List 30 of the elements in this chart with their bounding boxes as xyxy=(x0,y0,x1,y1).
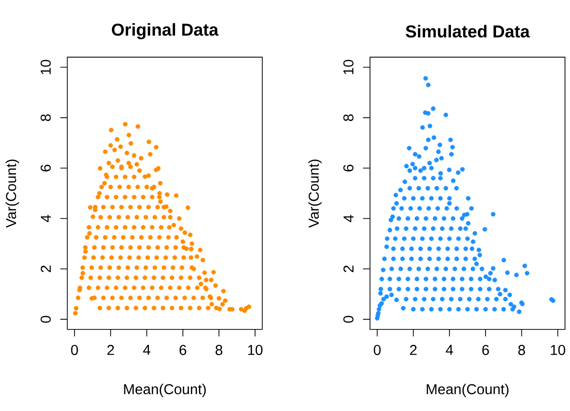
chart-title: Original Data xyxy=(112,23,219,40)
x-tick-label: 8 xyxy=(216,344,222,356)
y-tick-label: 0 xyxy=(343,316,354,323)
x-axis-title: Mean(Count) xyxy=(426,384,508,398)
x-tick-label: 8 xyxy=(518,344,526,356)
y-tick-label: 6 xyxy=(343,164,354,172)
y-tick-label: 10 xyxy=(343,60,354,74)
y-tick-label: 2 xyxy=(343,266,354,272)
y-tick-label: 4 xyxy=(40,214,51,222)
x-tick-label: 4 xyxy=(446,344,454,355)
y-tick-label: 4 xyxy=(344,214,354,222)
x-tick-label: 6 xyxy=(482,344,489,356)
x-tick-label: 0 xyxy=(374,344,381,356)
x-tick-label: 0 xyxy=(71,344,78,356)
y-tick-label: 8 xyxy=(343,114,354,122)
x-tick-label: 2 xyxy=(107,344,114,355)
y-tick-label: 6 xyxy=(40,164,51,172)
y-axis-title: Var(Count) xyxy=(6,160,19,228)
x-tick-label: 10 xyxy=(550,344,566,356)
x-tick-label: 2 xyxy=(410,344,417,355)
y-tick-label: 0 xyxy=(40,316,51,323)
y-tick-label: 8 xyxy=(40,114,51,122)
x-tick-label: 10 xyxy=(248,344,262,356)
x-tick-label: 6 xyxy=(180,344,186,356)
y-tick-label: 2 xyxy=(40,266,51,272)
x-axis-title: Mean(Count) xyxy=(124,384,206,398)
y-axis-title: Var(Count) xyxy=(308,160,322,228)
x-tick-label: 4 xyxy=(143,344,150,355)
chart-title: Simulated Data xyxy=(406,24,530,38)
y-tick-label: 10 xyxy=(40,60,51,74)
